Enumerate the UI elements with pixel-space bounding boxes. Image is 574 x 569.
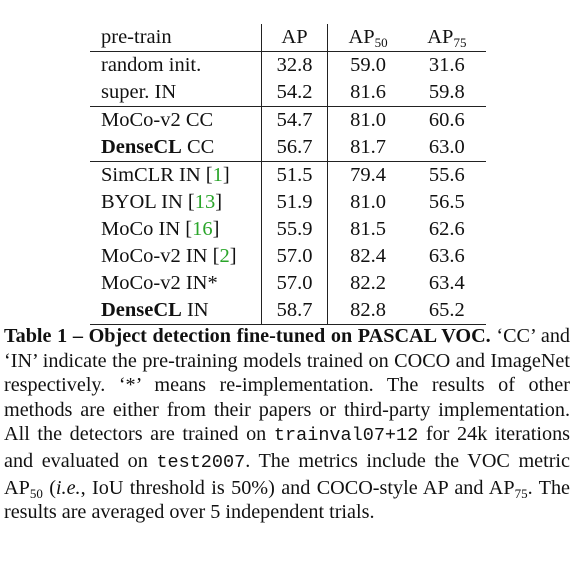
- cell-ap: 54.2: [261, 79, 329, 107]
- method-name: MoCo-v2 IN*: [101, 272, 218, 294]
- cell-ap75: 63.0: [428, 136, 465, 158]
- method-name-text: IN: [181, 299, 209, 321]
- citation-bracket: ]: [215, 191, 223, 213]
- table-header-row: pre-train AP AP50 AP75: [90, 24, 486, 52]
- cell-ap50: 82.4: [350, 245, 386, 267]
- cell-ap75: 60.6: [407, 106, 486, 134]
- method-name: super. IN: [101, 81, 177, 103]
- cell-ap75: 65.2: [407, 297, 486, 325]
- cell-ap: 54.7: [261, 106, 329, 134]
- cell-ap50: 81.5: [350, 218, 386, 240]
- caption-sub-50: 50: [29, 485, 43, 501]
- cell-ap50: 82.2: [350, 272, 386, 294]
- cell-ap: 57.0: [261, 270, 329, 297]
- cell-ap75: 56.5: [428, 191, 465, 213]
- citation-link[interactable]: 1: [212, 164, 223, 186]
- cell-method: MoCo-v2 IN*: [90, 270, 262, 297]
- cell-ap50: 82.8: [327, 297, 408, 325]
- cell-ap: 55.9: [261, 216, 329, 243]
- method-name-text: MoCo-v2 CC: [101, 109, 214, 131]
- cell-ap: 56.7: [261, 134, 329, 162]
- cell-method: MoCo-v2 IN [2]: [90, 243, 262, 270]
- caption-text-3: . The metrics include the VOC metric AP: [4, 449, 571, 499]
- cell-ap75: 63.6: [428, 245, 465, 267]
- citation-bracket: ]: [222, 164, 230, 186]
- cell-ap50: 81.6: [350, 81, 386, 103]
- table-row: DenseCL CC 56.7 81.7 63.0: [90, 134, 486, 162]
- method-name-text: MoCo-v2 IN [: [101, 245, 220, 267]
- table-row: SimCLR IN [1] 51.5 79.4 55.6: [90, 161, 486, 189]
- cell-ap: 57.0: [261, 243, 329, 270]
- citation-bracket: ]: [229, 245, 237, 267]
- table-row: random init. 32.8 59.0 31.6: [90, 51, 486, 79]
- cell-ap75: 55.6: [407, 161, 486, 189]
- cell-ap50: 81.0: [327, 106, 408, 134]
- caption-label: Table 1 –: [4, 325, 83, 347]
- caption-code-trainval: trainval07+12: [273, 425, 419, 447]
- cell-ap75: 62.6: [428, 218, 465, 240]
- cell-ap50: 81.0: [350, 191, 386, 213]
- header-ap50: AP50: [327, 24, 408, 52]
- cell-ap75: 59.8: [428, 81, 465, 103]
- cell-ap50: 81.7: [350, 136, 386, 158]
- cell-method: DenseCL IN: [90, 297, 262, 325]
- method-name: random init.: [101, 54, 202, 76]
- header-ap75: AP75: [407, 24, 486, 52]
- caption-text-2: for 24k iterations and evaluated on: [4, 423, 571, 472]
- caption-code-test: test2007: [156, 451, 246, 473]
- cell-ap75: 31.6: [428, 54, 465, 76]
- cell-ap50: 79.4: [327, 161, 408, 189]
- method-name-text: MoCo IN [: [101, 218, 193, 240]
- caption-ie: i.e.: [55, 476, 81, 499]
- cell-ap50: 59.0: [350, 54, 386, 76]
- cell-method: random init.: [90, 51, 262, 79]
- method-name-text: BYOL IN [: [101, 191, 195, 213]
- table-row: MoCo-v2 IN* 57.0 82.2 63.4: [90, 270, 486, 297]
- table-row: MoCo-v2 IN [2] 57.0 82.4 63.6: [90, 243, 486, 270]
- method-name-text: SimCLR IN [: [101, 164, 213, 186]
- method-name-text: CC: [181, 136, 215, 158]
- table-row: MoCo IN [16] 55.9 81.5 62.6: [90, 216, 486, 243]
- caption-title: Object detection fine-tuned on PASCAL VO…: [88, 325, 491, 347]
- citation-link[interactable]: 16: [192, 218, 213, 240]
- table-row: DenseCL IN 58.7 82.8 65.2: [90, 297, 486, 325]
- cell-ap: 51.9: [261, 189, 329, 216]
- cell-ap: 51.5: [261, 161, 329, 189]
- table-caption: Table 1 – Object detection fine-tuned on…: [4, 324, 570, 525]
- caption-text-5: , IoU threshold is 50%) and COCO-style A…: [80, 476, 515, 499]
- method-name-bold: DenseCL: [101, 299, 182, 321]
- results-table: pre-train AP AP50 AP75 random init. 32.8 5…: [90, 24, 486, 325]
- cell-ap75: 63.4: [428, 272, 465, 294]
- caption-text-4: (: [49, 476, 56, 499]
- citation-link[interactable]: 13: [194, 191, 216, 213]
- cell-method: BYOL IN [13]: [90, 189, 262, 216]
- cell-method: super. IN: [90, 79, 262, 107]
- cell-method: MoCo-v2 CC: [90, 106, 262, 134]
- cell-ap: 32.8: [261, 51, 329, 79]
- caption-text-1: ‘CC’ and ‘IN’ indicate the pre-training …: [4, 325, 571, 446]
- table-row: BYOL IN [13] 51.9 81.0 56.5: [90, 189, 486, 216]
- table-body: random init. 32.8 59.0 31.6 super. IN 54.2 81.…: [90, 51, 486, 325]
- caption-sub-75: 75: [514, 485, 528, 501]
- header-pretrain: pre-train: [90, 24, 262, 52]
- table-row: super. IN 54.2 81.6 59.8: [90, 79, 486, 107]
- cell-method: DenseCL CC: [90, 134, 262, 162]
- cell-method: MoCo IN [16]: [90, 216, 262, 243]
- method-name-bold: DenseCL: [101, 136, 182, 158]
- header-ap: AP: [261, 24, 329, 52]
- citation-link[interactable]: 2: [219, 245, 230, 267]
- cell-ap: 58.7: [261, 297, 329, 325]
- table-row: MoCo-v2 CC 54.7 81.0 60.6: [90, 106, 486, 134]
- cell-method: SimCLR IN [1]: [90, 161, 262, 189]
- citation-bracket: ]: [212, 218, 220, 240]
- results-table-container: pre-train AP AP50 AP75 random init. 32.8 5…: [90, 24, 486, 325]
- caption-text-6: . The results are averaged over 5 indepe…: [4, 476, 570, 524]
